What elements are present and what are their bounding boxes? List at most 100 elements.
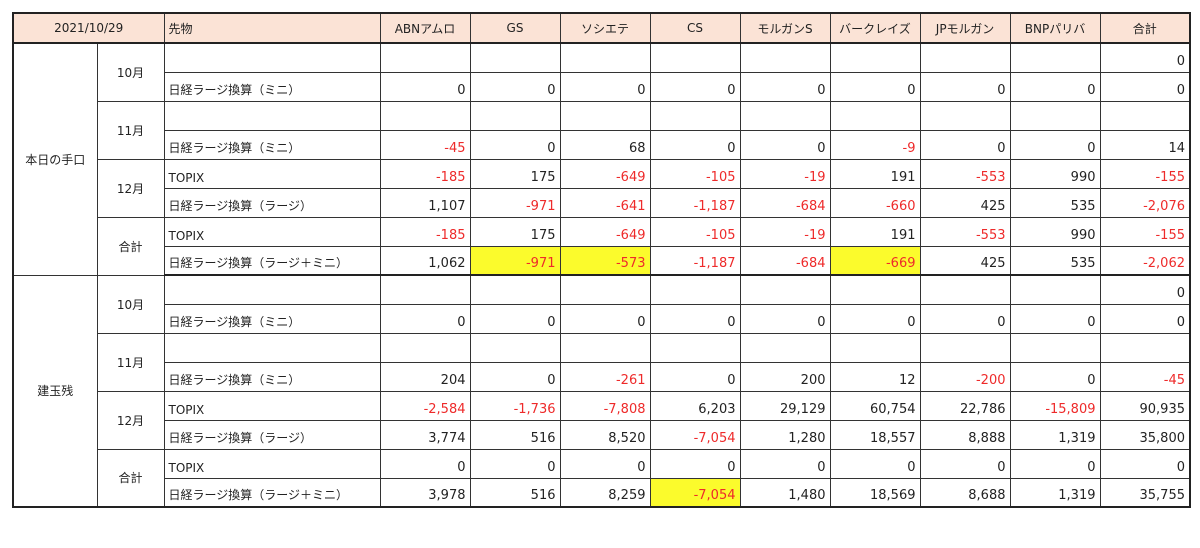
value-cell[interactable] [919, 332, 1011, 363]
value-cell[interactable]: 0 [829, 303, 921, 334]
value-cell[interactable]: -971 [469, 187, 561, 218]
value-cell[interactable]: 0 [829, 71, 921, 102]
value-cell[interactable] [379, 332, 471, 363]
value-cell[interactable] [649, 332, 741, 363]
value-cell[interactable]: 0 [379, 448, 471, 479]
value-cell[interactable]: 8,688 [919, 477, 1011, 508]
value-cell[interactable] [1009, 332, 1101, 363]
value-cell[interactable]: 1,480 [739, 477, 831, 508]
value-cell[interactable]: 0 [649, 303, 741, 334]
value-cell[interactable]: 0 [739, 71, 831, 102]
value-cell[interactable]: 425 [919, 187, 1011, 218]
value-cell[interactable] [649, 42, 741, 73]
value-cell[interactable]: -7,054 [649, 419, 741, 450]
value-cell[interactable] [469, 42, 561, 73]
value-cell[interactable]: 0 [559, 71, 651, 102]
value-cell[interactable] [559, 274, 651, 305]
value-cell[interactable]: 35,755 [1099, 477, 1191, 508]
column-header[interactable]: CS [649, 12, 741, 44]
value-cell[interactable]: -185 [379, 216, 471, 247]
item-label-cell[interactable]: 日経ラージ換算（ミニ） [163, 303, 381, 334]
value-cell[interactable]: -9 [829, 129, 921, 160]
value-cell[interactable]: 191 [829, 158, 921, 189]
value-cell[interactable]: -7,054 [649, 477, 741, 508]
value-cell[interactable]: 0 [649, 129, 741, 160]
value-cell[interactable] [1009, 100, 1101, 131]
value-cell[interactable]: -649 [559, 216, 651, 247]
value-cell[interactable] [469, 332, 561, 363]
value-cell[interactable]: -573 [559, 245, 651, 276]
value-cell[interactable]: -200 [919, 361, 1011, 392]
value-cell[interactable] [559, 42, 651, 73]
value-cell[interactable]: 18,569 [829, 477, 921, 508]
value-cell[interactable]: 8,259 [559, 477, 651, 508]
value-cell[interactable]: -641 [559, 187, 651, 218]
value-cell[interactable]: 0 [1009, 303, 1101, 334]
value-cell[interactable]: 0 [1099, 71, 1191, 102]
item-label-cell[interactable]: TOPIX [163, 216, 381, 247]
item-label-cell[interactable]: TOPIX [163, 390, 381, 421]
value-cell[interactable]: 0 [1009, 361, 1101, 392]
value-cell[interactable]: 175 [469, 158, 561, 189]
date-cell[interactable]: 2021/10/29 [12, 12, 165, 44]
value-cell[interactable]: 0 [919, 71, 1011, 102]
value-cell[interactable] [919, 42, 1011, 73]
month-label-cell[interactable]: 12月 [96, 390, 165, 450]
value-cell[interactable]: -553 [919, 216, 1011, 247]
value-cell[interactable]: 516 [469, 477, 561, 508]
item-label-cell[interactable]: 日経ラージ換算（ミニ） [163, 129, 381, 160]
month-label-cell[interactable]: 10月 [96, 274, 165, 334]
item-label-cell[interactable]: 日経ラージ換算（ラージ） [163, 187, 381, 218]
column-header[interactable]: モルガンS [739, 12, 831, 44]
value-cell[interactable]: 200 [739, 361, 831, 392]
item-label-cell[interactable]: 日経ラージ換算（ラージ＋ミニ） [163, 245, 381, 276]
value-cell[interactable]: -971 [469, 245, 561, 276]
value-cell[interactable]: 0 [1009, 71, 1101, 102]
value-cell[interactable]: -105 [649, 216, 741, 247]
month-label-cell[interactable]: 合計 [96, 448, 165, 508]
value-cell[interactable]: 516 [469, 419, 561, 450]
value-cell[interactable]: -660 [829, 187, 921, 218]
section-label-cell[interactable]: 本日の手口 [12, 42, 98, 276]
value-cell[interactable]: 0 [739, 448, 831, 479]
month-label-cell[interactable]: 合計 [96, 216, 165, 276]
value-cell[interactable]: 6,203 [649, 390, 741, 421]
value-cell[interactable]: 204 [379, 361, 471, 392]
item-label-cell[interactable] [163, 332, 381, 363]
value-cell[interactable]: -1,187 [649, 187, 741, 218]
value-cell[interactable]: -155 [1099, 216, 1191, 247]
value-cell[interactable]: 22,786 [919, 390, 1011, 421]
value-cell[interactable]: 0 [739, 303, 831, 334]
value-cell[interactable] [469, 100, 561, 131]
value-cell[interactable]: -684 [739, 245, 831, 276]
value-cell[interactable]: 425 [919, 245, 1011, 276]
value-cell[interactable]: 0 [469, 361, 561, 392]
item-label-cell[interactable]: 日経ラージ換算（ミニ） [163, 71, 381, 102]
column-header[interactable]: ソシエテ [559, 12, 651, 44]
value-cell[interactable]: 0 [919, 303, 1011, 334]
value-cell[interactable]: 0 [1009, 448, 1101, 479]
value-cell[interactable]: -45 [1099, 361, 1191, 392]
value-cell[interactable] [829, 42, 921, 73]
value-cell[interactable]: -185 [379, 158, 471, 189]
value-cell[interactable]: -649 [559, 158, 651, 189]
value-cell[interactable]: -2,076 [1099, 187, 1191, 218]
value-cell[interactable]: -1,736 [469, 390, 561, 421]
value-cell[interactable]: 18,557 [829, 419, 921, 450]
value-cell[interactable]: 0 [739, 129, 831, 160]
item-label-cell[interactable]: 日経ラージ換算（ラージ＋ミニ） [163, 477, 381, 508]
value-cell[interactable]: 1,062 [379, 245, 471, 276]
column-header[interactable]: GS [469, 12, 561, 44]
item-label-cell[interactable] [163, 100, 381, 131]
value-cell[interactable]: 1,319 [1009, 419, 1101, 450]
value-cell[interactable]: -15,809 [1009, 390, 1101, 421]
value-cell[interactable] [469, 274, 561, 305]
value-cell[interactable]: -155 [1099, 158, 1191, 189]
value-cell[interactable]: 1,280 [739, 419, 831, 450]
value-cell[interactable]: 12 [829, 361, 921, 392]
value-cell[interactable] [739, 332, 831, 363]
value-cell[interactable]: -19 [739, 158, 831, 189]
item-label-cell[interactable]: 日経ラージ換算（ラージ） [163, 419, 381, 450]
value-cell[interactable]: 0 [469, 129, 561, 160]
item-label-cell[interactable]: TOPIX [163, 158, 381, 189]
